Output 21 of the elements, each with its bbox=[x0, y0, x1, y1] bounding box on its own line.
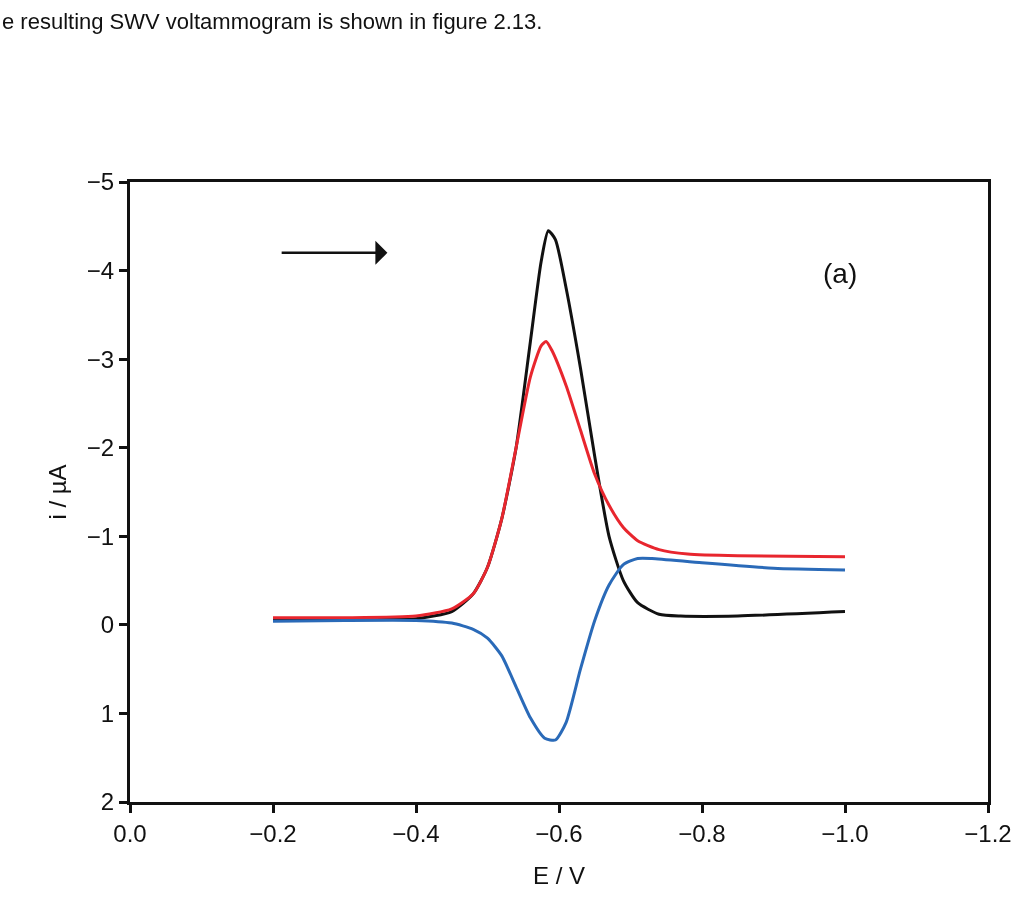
x-tick-label: −1.2 bbox=[964, 819, 1012, 847]
y-tick-label: −2 bbox=[86, 434, 115, 462]
y-tick-label: −1 bbox=[86, 522, 115, 550]
y-tick-label: 1 bbox=[100, 699, 115, 727]
y-tick-label: −3 bbox=[86, 345, 115, 373]
y-tick-label: −4 bbox=[86, 256, 115, 284]
x-tick-label: −0.4 bbox=[392, 819, 440, 847]
x-tick-label: −0.2 bbox=[249, 819, 297, 847]
x-axis-title: E / V bbox=[532, 862, 586, 890]
x-tick-label: −0.8 bbox=[678, 819, 726, 847]
text: e resulting SWV voltammogram is shown in figure 2.13. bbox=[2, 9, 543, 34]
y-axis-title: i / µA bbox=[43, 464, 71, 520]
y-tick-label: 0 bbox=[100, 611, 115, 639]
y-tick-label: 2 bbox=[100, 788, 115, 816]
line-series bbox=[271, 339, 847, 620]
x-tick-label: −1.0 bbox=[821, 819, 869, 847]
y-tick-label: −5 bbox=[86, 168, 115, 196]
annotation: (a) bbox=[823, 258, 858, 289]
x-tick-label: −0.6 bbox=[535, 819, 583, 847]
x-tick-label: 0.0 bbox=[113, 819, 147, 847]
line-series bbox=[271, 556, 847, 742]
